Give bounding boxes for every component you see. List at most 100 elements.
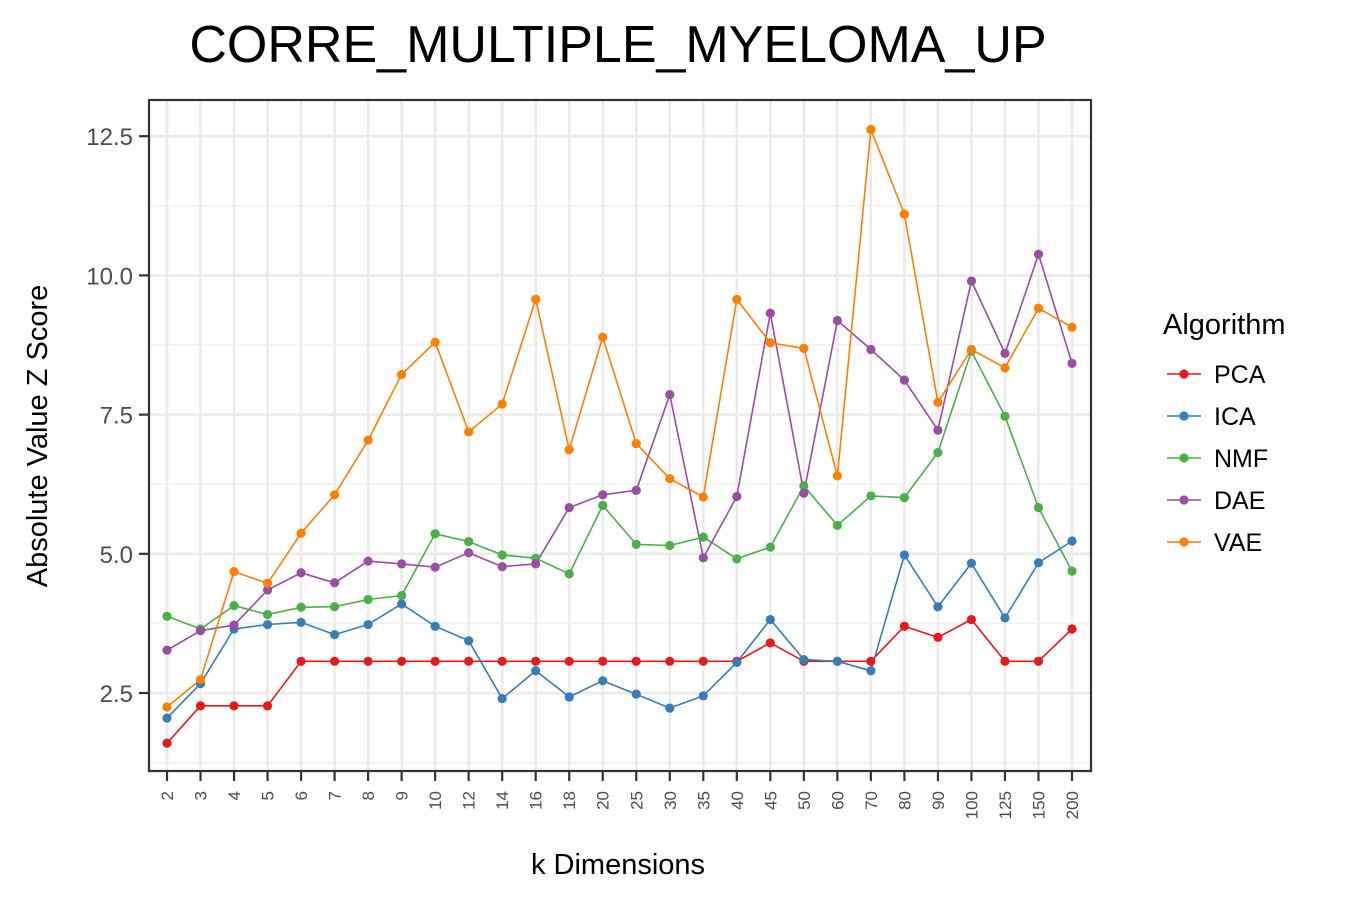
data-point-dae — [397, 559, 407, 569]
data-point-dae — [363, 556, 373, 566]
data-point-nmf — [262, 609, 273, 620]
data-point-vae — [799, 343, 809, 353]
data-point-ica — [698, 691, 708, 701]
data-point-ica — [1067, 536, 1077, 546]
x-tick-label: 14 — [493, 791, 512, 810]
x-tick-label: 9 — [393, 791, 412, 800]
data-point-vae — [229, 567, 239, 577]
plot-area — [147, 98, 1093, 773]
data-point-vae — [899, 209, 910, 219]
data-point-dae — [765, 308, 775, 318]
legend: Algorithm PCA ICA NMF DAE VAE — [1163, 309, 1286, 557]
data-point-ica — [497, 694, 507, 704]
data-point-dae — [464, 548, 474, 558]
x-tick-label: 18 — [560, 791, 579, 810]
x-tick-label: 4 — [225, 791, 244, 800]
data-point-dae — [966, 276, 977, 286]
data-point-pca — [631, 656, 641, 666]
data-point-pca — [564, 656, 574, 666]
data-point-vae — [698, 492, 708, 502]
data-point-vae — [564, 445, 574, 455]
x-tick-label: 30 — [661, 791, 680, 810]
data-point-nmf — [1033, 503, 1044, 513]
x-tick-label: 45 — [761, 791, 780, 810]
data-point-pca — [966, 614, 977, 625]
data-point-vae — [531, 294, 541, 304]
data-point-nmf — [363, 594, 373, 605]
data-point-vae — [464, 427, 474, 437]
data-point-dae — [665, 389, 675, 400]
data-point-vae — [665, 474, 675, 484]
data-point-dae — [866, 344, 876, 355]
data-point-pca — [665, 656, 675, 666]
series-line-pca — [166, 618, 1073, 744]
data-point-ica — [732, 657, 742, 668]
chart-title: CORRE_MULTIPLE_MYELOMA_UP — [189, 16, 1046, 74]
legend-title: Algorithm — [1163, 309, 1286, 341]
data-point-pca — [698, 656, 708, 666]
data-point-ica — [1000, 613, 1010, 623]
data-point-dae — [497, 562, 507, 572]
data-point-vae — [162, 702, 172, 712]
data-point-vae — [497, 399, 507, 409]
data-point-nmf — [698, 532, 708, 542]
data-point-nmf — [229, 601, 239, 611]
y-tick-label: 5.0 — [100, 542, 133, 569]
data-point-vae — [329, 490, 340, 500]
y-tick-label: 2.5 — [100, 681, 133, 708]
data-point-dae — [631, 485, 641, 495]
data-point-ica — [162, 713, 172, 723]
data-point-pca — [531, 656, 541, 666]
legend-key-point-dae — [1179, 495, 1189, 505]
legend-label-pca: PCA — [1214, 361, 1266, 389]
data-point-pca — [464, 656, 474, 666]
data-point-dae — [564, 503, 574, 513]
data-point-dae — [698, 553, 708, 563]
data-point-ica — [296, 617, 306, 627]
x-tick-label: 200 — [1063, 791, 1082, 819]
data-point-pca — [195, 701, 206, 711]
legend-key-point-ica — [1179, 411, 1189, 421]
data-point-ica — [899, 550, 910, 560]
x-tick-label: 5 — [259, 791, 278, 800]
x-tick-label: 125 — [996, 791, 1015, 819]
data-point-pca — [866, 656, 876, 666]
data-point-pca — [1033, 656, 1044, 666]
data-point-ica — [464, 636, 474, 646]
legend-label-vae: VAE — [1214, 529, 1262, 557]
data-point-dae — [899, 375, 910, 385]
legend-label-dae: DAE — [1214, 487, 1265, 515]
data-point-dae — [1067, 358, 1077, 368]
series-line-ica — [166, 540, 1073, 719]
data-point-nmf — [933, 447, 943, 458]
data-point-vae — [832, 471, 842, 481]
x-tick-label: 80 — [895, 791, 914, 810]
series-line-vae — [166, 128, 1073, 708]
y-tick-label: 10.0 — [86, 263, 133, 290]
data-point-nmf — [162, 611, 172, 621]
data-point-dae — [262, 585, 273, 595]
data-point-vae — [1000, 363, 1010, 373]
data-point-ica — [531, 666, 541, 676]
y-axis: 2.5 5.0 7.5 10.0 12.5 — [86, 124, 149, 708]
data-point-nmf — [732, 554, 742, 564]
data-point-nmf — [665, 540, 675, 551]
data-point-ica — [933, 602, 943, 612]
data-point-dae — [732, 491, 742, 502]
data-point-vae — [397, 369, 407, 380]
x-tick-label: 6 — [292, 791, 311, 800]
data-point-vae — [598, 332, 608, 342]
data-point-nmf — [397, 590, 407, 601]
data-point-dae — [195, 626, 206, 636]
data-point-pca — [430, 656, 440, 666]
x-tick-label: 20 — [594, 791, 613, 810]
data-point-ica — [598, 676, 608, 686]
data-point-pca — [229, 701, 239, 711]
data-point-nmf — [832, 520, 842, 531]
x-tick-label: 10 — [426, 791, 445, 810]
data-point-pca — [363, 656, 373, 666]
data-point-nmf — [799, 481, 809, 491]
data-point-dae — [329, 578, 340, 588]
data-point-vae — [933, 397, 943, 407]
x-tick-label: 16 — [527, 791, 546, 810]
